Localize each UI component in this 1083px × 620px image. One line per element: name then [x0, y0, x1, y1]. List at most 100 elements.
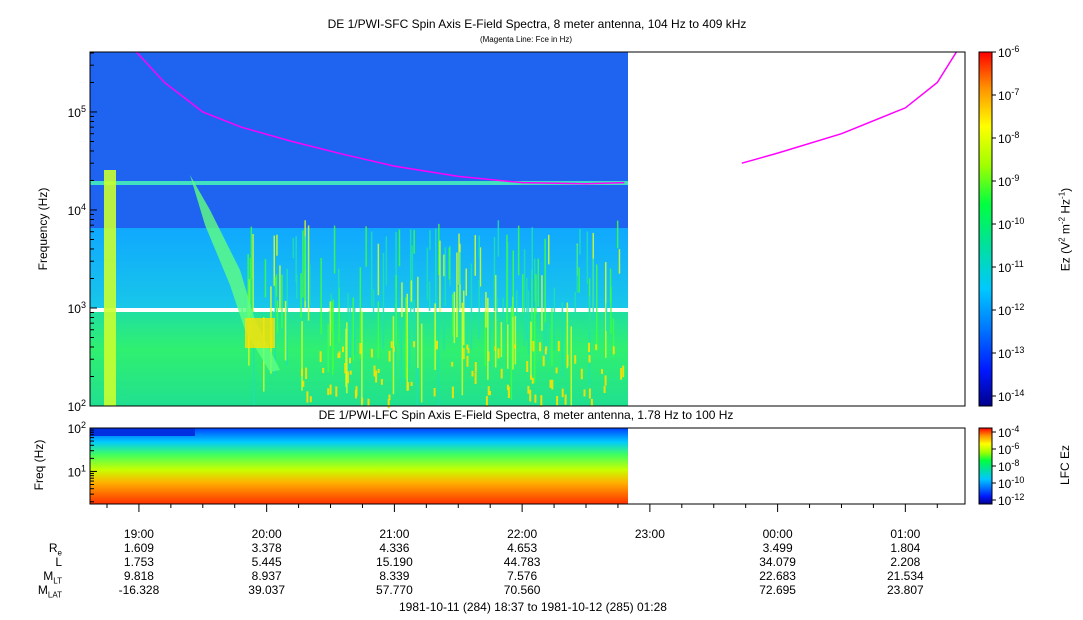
emission-streak: [506, 234, 508, 324]
emission-streak: [612, 318, 615, 357]
emission-streak: [489, 391, 491, 396]
emission-streak: [451, 386, 454, 399]
row-label-base: L: [55, 555, 62, 569]
sfc-y-tick-label: 103: [68, 300, 86, 316]
lfc-data-image: [90, 428, 628, 504]
colorbar-tick-label: 10-4: [998, 424, 1019, 440]
ephemeris-value: 2.208: [890, 555, 921, 569]
emission-streak: [601, 369, 603, 374]
emission-streak: [354, 389, 357, 399]
ephemeris-value: 44.783: [503, 555, 541, 569]
lfc-y-axis-label: Freq (Hz): [32, 439, 46, 491]
emission-streak: [604, 375, 607, 386]
ephemeris-value: 7.576: [507, 569, 538, 583]
emission-streak: [417, 276, 419, 369]
emission-streak: [444, 247, 446, 306]
emission-streak: [390, 341, 393, 348]
emission-streak: [247, 254, 249, 324]
emission-streak: [349, 357, 351, 364]
emission-streak: [561, 388, 564, 398]
emission-streak: [349, 305, 351, 379]
emission-streak: [544, 238, 546, 323]
lfc-colorbar-gradient: [979, 428, 992, 504]
colorbar-tick-label: 10-12: [998, 492, 1024, 508]
emission-streak: [479, 247, 482, 287]
emission-streak: [494, 274, 497, 368]
emission-streak: [500, 322, 503, 357]
emission-streak: [462, 348, 465, 360]
emission-streak: [465, 268, 467, 296]
emission-streak: [337, 353, 340, 359]
top-panel-title: DE 1/PWI-SFC Spin Axis E-Field Spectra, …: [327, 17, 747, 31]
emission-streak: [190, 175, 280, 372]
sfc-colorbar-frame: [978, 51, 993, 407]
row-label-subscript: LT: [53, 576, 62, 586]
emission-streak: [531, 227, 533, 280]
ephemeris-value: 57.770: [376, 583, 413, 597]
emission-streak: [104, 170, 116, 406]
emission-streak: [526, 278, 528, 341]
emission-streak: [548, 234, 550, 265]
emission-streak: [361, 311, 363, 406]
emission-streak: [385, 236, 388, 286]
emission-streak: [307, 225, 310, 321]
emission-streak: [370, 348, 373, 358]
emission-streak: [443, 254, 445, 277]
emission-streak: [400, 318, 403, 384]
emission-streak: [574, 355, 577, 364]
lfc-y-axis: 101 102: [68, 420, 97, 503]
emission-streak: [474, 362, 477, 373]
emission-streak: [392, 346, 395, 352]
sfc-spectrogram-panel: 102 103 104 105: [68, 51, 966, 414]
ephemeris-time-label: 19:00: [123, 527, 154, 541]
ephemeris-value: 4.653: [507, 541, 538, 555]
emission-streak: [377, 243, 380, 296]
emission-streak: [448, 247, 451, 280]
emission-streak: [595, 344, 598, 351]
ephemeris-value: 70.560: [503, 583, 541, 597]
emission-streak: [395, 232, 397, 291]
emission-streak: [264, 259, 267, 298]
ephemeris-value: 3.499: [762, 541, 793, 555]
emission-streak: [377, 368, 380, 373]
emission-streak: [502, 297, 504, 319]
emission-streak: [526, 361, 529, 372]
emission-streak: [545, 318, 547, 360]
emission-streak: [531, 269, 533, 349]
emission-streak: [512, 296, 514, 370]
emission-streak: [592, 258, 595, 321]
ephemeris-time-label: 23:00: [634, 527, 665, 541]
emission-streak: [349, 370, 352, 375]
emission-streak: [547, 322, 549, 361]
emission-streak: [401, 282, 403, 317]
emission-streak: [506, 384, 509, 391]
emission-streak: [507, 324, 509, 369]
emission-streak: [435, 228, 437, 319]
emission-streak: [253, 311, 255, 406]
emission-streak: [583, 389, 586, 397]
emission-streak: [302, 380, 305, 387]
colorbar-tick-label: 10-14: [998, 388, 1024, 404]
emission-streak: [375, 370, 378, 383]
row-label-base: R: [48, 541, 58, 555]
emission-streak: [544, 348, 547, 355]
emission-streak: [507, 386, 510, 398]
emission-streak: [443, 323, 445, 351]
emission-streak: [516, 290, 518, 332]
emission-streak: [410, 381, 413, 386]
emission-streak: [429, 230, 431, 251]
sfc-y-axis-label: Frequency (Hz): [36, 187, 50, 271]
emission-streak: [487, 297, 489, 380]
emission-streak: [322, 367, 325, 374]
ephemeris-value: 22.683: [759, 569, 796, 583]
ephemeris-value: 1.804: [890, 541, 921, 555]
emission-streak: [279, 265, 281, 311]
emission-streak: [478, 279, 480, 339]
emission-streak: [514, 344, 517, 349]
emission-streak: [433, 388, 436, 397]
emission-streak: [405, 297, 407, 379]
emission-streak: [434, 303, 436, 370]
sfc-data-image: [90, 52, 628, 409]
ephemeris-value: 3.378: [251, 541, 282, 555]
